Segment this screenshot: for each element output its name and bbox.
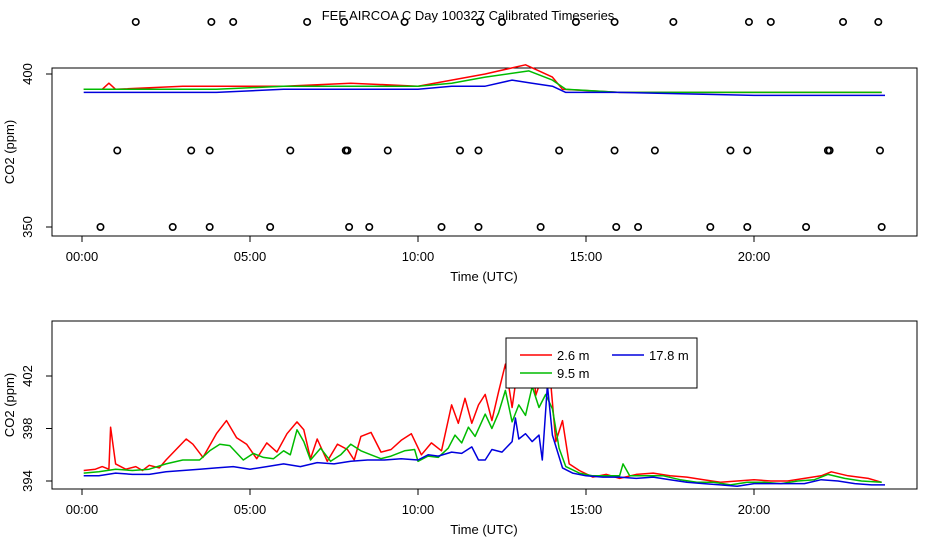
reference-point	[743, 223, 752, 232]
reference-point	[669, 17, 678, 26]
series-line-2-6-m	[83, 339, 882, 484]
series-line-17-8-m	[83, 79, 885, 97]
y-tick-label: 394	[20, 470, 35, 492]
x-tick-label: 10:00	[402, 502, 435, 517]
reference-point	[766, 17, 775, 26]
reference-point	[400, 17, 409, 26]
x-tick-label: 15:00	[570, 502, 603, 517]
x-tick-label: 20:00	[738, 249, 771, 264]
reference-point	[96, 223, 105, 232]
y-tick-label: 398	[20, 418, 35, 440]
x-tick-label: 05:00	[234, 502, 267, 517]
series-line-2-6-m	[83, 64, 882, 94]
reference-point	[474, 223, 483, 232]
reference-point	[383, 146, 392, 155]
reference-point	[286, 146, 295, 155]
reference-point	[706, 223, 715, 232]
reference-point	[536, 223, 545, 232]
reference-point	[476, 17, 485, 26]
y-axis-label: CO2 (ppm)	[2, 120, 17, 184]
y-tick-label: 402	[20, 365, 35, 387]
reference-point	[634, 223, 643, 232]
reference-point	[205, 146, 214, 155]
x-tick-label: 10:00	[402, 249, 435, 264]
reference-point	[612, 223, 621, 232]
reference-point	[610, 146, 619, 155]
plot-frame	[51, 67, 918, 237]
reference-point	[343, 146, 352, 155]
reference-point	[825, 146, 834, 155]
reference-point	[555, 146, 564, 155]
x-tick-label: 20:00	[738, 502, 771, 517]
x-tick-label: 00:00	[66, 502, 99, 517]
reference-point	[187, 146, 196, 155]
series-line-17-8-m	[83, 384, 885, 487]
bottom-panel: 00:00 05:00 10:00 15:00 20:00 394 398 402 Time (…	[2, 320, 918, 537]
plot-frame	[51, 320, 918, 490]
reference-point	[455, 146, 464, 155]
reference-point	[474, 146, 483, 155]
reference-point	[839, 17, 848, 26]
reference-point	[365, 223, 374, 232]
reference-point	[437, 223, 446, 232]
x-axis-label: Time (UTC)	[450, 522, 517, 537]
legend-label: 17.8 m	[649, 348, 689, 363]
reference-point	[874, 17, 883, 26]
reference-point	[168, 223, 177, 232]
reference-point	[744, 17, 753, 26]
x-axis-label: Time (UTC)	[450, 269, 517, 284]
top-panel: 00:0005:0010:0015:0020:00350400450500Tim…	[2, 17, 918, 284]
reference-point	[266, 223, 275, 232]
reference-point	[571, 17, 580, 26]
y-axis-label: CO2 (ppm)	[2, 373, 17, 437]
reference-point	[113, 146, 122, 155]
x-tick-label: 15:00	[570, 249, 603, 264]
reference-point	[497, 17, 506, 26]
legend-box	[505, 337, 698, 389]
legend: 2.6 m 9.5 m 17.8 m	[505, 337, 698, 389]
reference-point	[743, 146, 752, 155]
series-line-9-5-m	[83, 385, 882, 486]
legend-label: 9.5 m	[557, 366, 590, 381]
y-tick-label: 400	[20, 63, 35, 85]
reference-point	[207, 17, 216, 26]
x-tick-label: 00:00	[66, 249, 99, 264]
reference-point	[131, 17, 140, 26]
reference-point	[650, 146, 659, 155]
reference-point	[229, 17, 238, 26]
reference-point	[802, 223, 811, 232]
reference-point	[875, 146, 884, 155]
reference-point	[340, 17, 349, 26]
reference-point	[205, 223, 214, 232]
reference-point	[345, 223, 354, 232]
reference-point	[877, 223, 886, 232]
reference-point	[610, 17, 619, 26]
reference-point	[303, 17, 312, 26]
chart-title: FEF AIRCOA C Day 100327 Calibrated Times…	[321, 8, 615, 23]
x-tick-label: 05:00	[234, 249, 267, 264]
reference-point	[726, 146, 735, 155]
legend-label: 2.6 m	[557, 348, 590, 363]
y-tick-label: 350	[20, 216, 35, 238]
